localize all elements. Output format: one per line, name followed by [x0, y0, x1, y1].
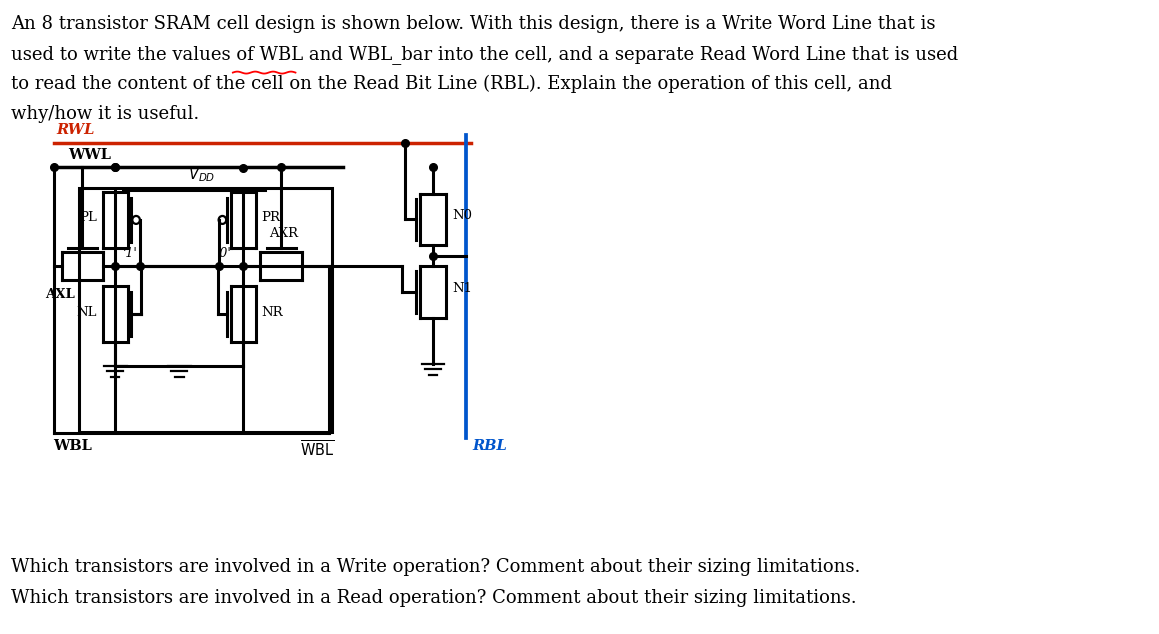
Text: PR: PR: [261, 211, 280, 224]
Text: WBL: WBL: [53, 439, 93, 453]
Text: $\overline{\mathsf{WBL}}$: $\overline{\mathsf{WBL}}$: [300, 439, 335, 460]
Bar: [79, 188, 333, 432]
Text: '1': '1': [123, 247, 138, 260]
Text: why/how it is useful.: why/how it is useful.: [10, 105, 199, 123]
Text: '0': '0': [217, 247, 232, 260]
Text: NR: NR: [261, 306, 283, 318]
Text: $V_{DD}$: $V_{DD}$: [188, 165, 216, 184]
Text: AXL: AXL: [45, 288, 74, 301]
Text: N0: N0: [452, 209, 472, 222]
Text: RWL: RWL: [57, 123, 95, 137]
Text: NL: NL: [76, 306, 97, 318]
Text: N1: N1: [452, 281, 472, 295]
Text: Which transistors are involved in a Write operation? Comment about their sizing : Which transistors are involved in a Writ…: [10, 558, 860, 576]
Text: An 8 transistor SRAM cell design is shown below. With this design, there is a Wr: An 8 transistor SRAM cell design is show…: [10, 15, 935, 34]
Text: to read the content of the cell on the Read Bit Line (RBL). Explain the operatio: to read the content of the cell on the R…: [10, 75, 892, 93]
Text: PL: PL: [79, 211, 97, 224]
Text: RBL: RBL: [472, 439, 506, 453]
Text: WWL: WWL: [67, 148, 111, 162]
Text: AXR: AXR: [270, 228, 299, 240]
Text: used to write the values of WBL and WBL_bar into the cell, and a separate Read W: used to write the values of WBL and WBL_…: [10, 45, 958, 64]
Text: Which transistors are involved in a Read operation? Comment about their sizing l: Which transistors are involved in a Read…: [10, 589, 857, 607]
